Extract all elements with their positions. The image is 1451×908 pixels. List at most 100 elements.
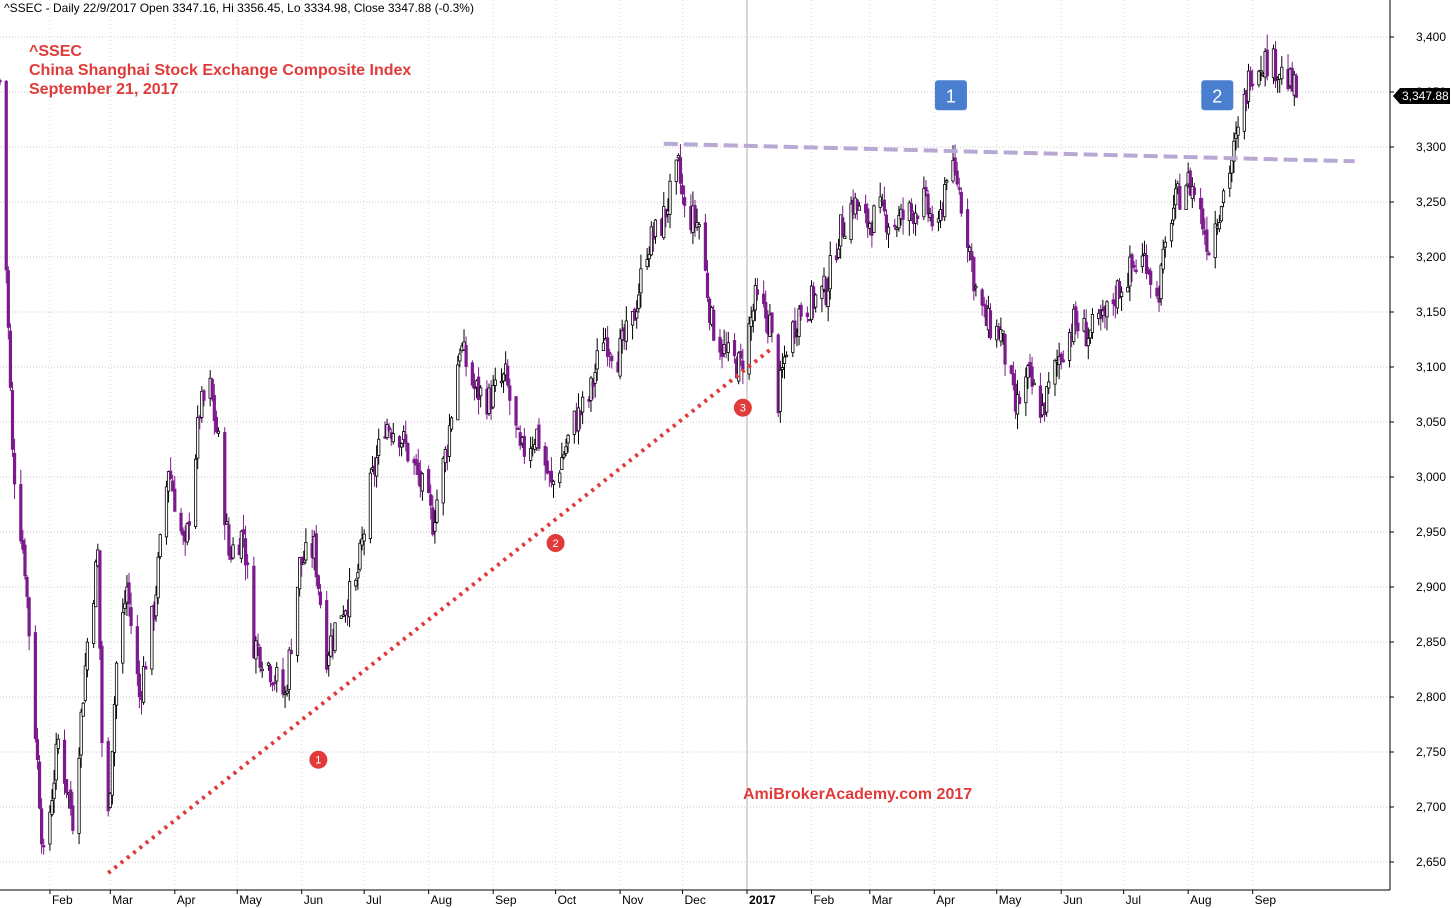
- x-tick-label: 2017: [749, 893, 776, 907]
- candle-body: [1130, 254, 1134, 269]
- candle-body: [797, 308, 801, 337]
- candle-body: [988, 310, 993, 339]
- candle-body: [83, 665, 87, 701]
- candle-body: [141, 666, 146, 703]
- candle-body: [214, 416, 219, 433]
- marker-circle: [733, 398, 752, 417]
- candle-body: [926, 193, 930, 215]
- candle-body: [354, 579, 358, 587]
- candle-body: [385, 424, 389, 438]
- candle-body: [807, 318, 812, 322]
- candle-body: [4, 80, 8, 271]
- candle-body: [1184, 185, 1188, 211]
- candle-body: [560, 457, 564, 470]
- candle-body: [449, 417, 454, 430]
- x-tick-label: May: [239, 893, 262, 907]
- candle-body: [1178, 186, 1182, 210]
- candle-body: [514, 396, 518, 426]
- candle-body: [341, 614, 345, 617]
- candle-body: [92, 603, 96, 644]
- candle-body: [882, 199, 886, 212]
- y-tick-label: 2,850: [1416, 635, 1446, 649]
- x-tick-label: Dec: [685, 893, 706, 907]
- candle-body: [470, 362, 474, 386]
- candle-body: [127, 582, 131, 605]
- candle-body: [595, 350, 599, 370]
- candle-body: [624, 320, 628, 342]
- candle-body: [10, 390, 15, 450]
- candle-body: [154, 594, 158, 617]
- candle-body: [185, 523, 189, 543]
- candle-body: [866, 208, 870, 228]
- y-tick-label: 3,000: [1416, 470, 1446, 484]
- candle-body: [1061, 359, 1065, 363]
- candle-body: [662, 206, 666, 239]
- candle-body: [1105, 301, 1109, 318]
- x-tick-label: Apr: [177, 893, 196, 907]
- marker-circle-label: 3: [740, 403, 746, 415]
- x-tick-label: Aug: [1190, 893, 1211, 907]
- candle-body: [751, 310, 755, 322]
- candle-body: [836, 248, 841, 258]
- candle-body: [639, 268, 643, 294]
- candle-body: [1201, 208, 1205, 230]
- y-tick-label: 3,300: [1416, 140, 1446, 154]
- candle-body: [19, 484, 23, 542]
- candle-body: [1207, 252, 1211, 256]
- candle-body: [273, 681, 277, 685]
- candle-body: [123, 603, 127, 609]
- candle-body: [1024, 376, 1028, 404]
- candle-body: [327, 654, 331, 666]
- chart-subtitle: China Shanghai Stock Exchange Composite …: [29, 62, 411, 79]
- candle-body: [1217, 222, 1221, 230]
- candle-body: [589, 377, 593, 401]
- candle-body: [1011, 373, 1015, 386]
- candle-body: [841, 217, 845, 237]
- candle-body: [1188, 170, 1192, 196]
- grid: [0, 0, 1390, 890]
- candle-body: [375, 457, 379, 477]
- candle-body: [387, 426, 391, 431]
- candle-body: [258, 646, 262, 668]
- candle-body: [1045, 386, 1049, 413]
- candle-body: [1038, 385, 1043, 418]
- candle-body: [210, 378, 214, 400]
- candle-body: [52, 782, 56, 799]
- marker-box-label: 1: [946, 86, 956, 106]
- candle-body: [886, 226, 891, 235]
- candle-body: [1280, 66, 1284, 80]
- candle-body: [404, 434, 408, 444]
- candle-body: [187, 521, 191, 526]
- candle-body: [606, 337, 610, 358]
- candle-body: [256, 643, 260, 646]
- candle-body: [545, 460, 549, 474]
- candle-body: [1161, 248, 1165, 270]
- candle-body: [855, 199, 859, 211]
- candle-body: [849, 203, 853, 240]
- candle-body: [1086, 338, 1090, 347]
- candle-body: [298, 557, 302, 590]
- annotations: 1 2 3 1 2: [106, 80, 1355, 875]
- candle-body: [1057, 356, 1061, 366]
- candle-body: [433, 522, 437, 532]
- marker-circle: [546, 534, 565, 552]
- candle-body: [227, 524, 231, 556]
- candle-body: [972, 257, 976, 292]
- candle-body: [508, 385, 512, 401]
- candle-body: [551, 480, 556, 485]
- candle-body: [1074, 306, 1078, 326]
- candle-body: [6, 270, 10, 328]
- candle-body: [225, 521, 229, 525]
- candle-body: [25, 576, 29, 597]
- candle-body: [285, 690, 289, 694]
- candle-body: [212, 394, 216, 421]
- candle-body: [35, 739, 40, 761]
- candle-body: [289, 650, 293, 654]
- candle-body: [828, 255, 832, 290]
- candle-body: [747, 323, 751, 375]
- candle-body: [1018, 396, 1022, 404]
- candle-body: [1084, 321, 1088, 347]
- candle-body: [764, 302, 768, 319]
- x-tick-label: Feb: [814, 893, 835, 907]
- marker-box: [934, 80, 967, 111]
